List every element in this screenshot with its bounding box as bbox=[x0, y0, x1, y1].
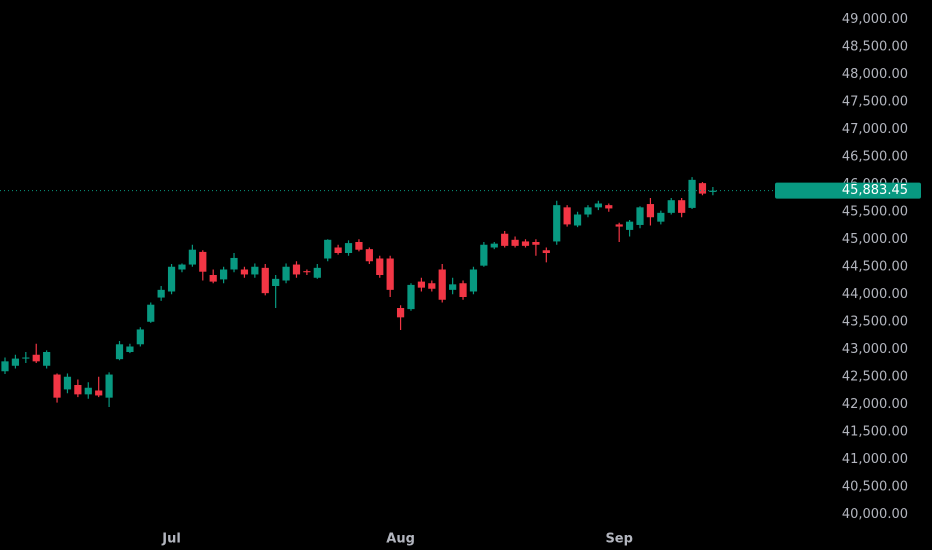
y-tick-label: 41,500.00 bbox=[842, 424, 908, 439]
candle-body bbox=[449, 284, 457, 290]
candle-body bbox=[428, 283, 436, 289]
candle-body bbox=[573, 214, 582, 226]
candle-body bbox=[480, 244, 488, 266]
y-tick-label: 45,500.00 bbox=[842, 204, 908, 219]
y-tick-label: 40,000.00 bbox=[842, 507, 908, 522]
x-tick-label: Jul bbox=[161, 532, 181, 547]
last-price-label: 45,883.45 bbox=[842, 183, 908, 198]
candle-body bbox=[636, 207, 644, 225]
candle-body bbox=[396, 308, 405, 318]
candle-body bbox=[355, 242, 363, 250]
y-tick-label: 43,000.00 bbox=[842, 342, 908, 357]
candle-body bbox=[365, 249, 373, 262]
candle-body bbox=[521, 241, 530, 246]
candle-body bbox=[542, 250, 550, 253]
y-tick-label: 46,500.00 bbox=[842, 149, 908, 164]
y-tick-label: 43,500.00 bbox=[842, 314, 908, 329]
candle-body bbox=[84, 387, 92, 395]
y-tick-label: 44,500.00 bbox=[842, 259, 908, 274]
candle-body bbox=[594, 203, 602, 208]
candle-body bbox=[22, 357, 30, 359]
y-tick-label: 47,500.00 bbox=[842, 94, 908, 109]
candle-body bbox=[63, 376, 72, 390]
candle-body bbox=[698, 183, 707, 194]
candle-body bbox=[344, 243, 353, 253]
candle-body bbox=[313, 267, 321, 278]
candle-body bbox=[261, 267, 269, 294]
candle-body bbox=[272, 278, 280, 286]
candle-body bbox=[240, 269, 249, 275]
candle-body bbox=[292, 264, 301, 275]
candle-body bbox=[605, 205, 613, 209]
y-tick-label: 44,000.00 bbox=[842, 287, 908, 302]
x-tick-label: Sep bbox=[605, 532, 633, 547]
candle-body bbox=[657, 212, 665, 222]
candle-body bbox=[178, 264, 186, 270]
candle-body bbox=[584, 207, 592, 215]
candle-body bbox=[532, 242, 540, 245]
x-tick-label: Aug bbox=[386, 532, 415, 547]
last-price-box bbox=[775, 182, 921, 199]
candle-body bbox=[667, 200, 675, 213]
candle-body bbox=[209, 275, 217, 282]
candle-body bbox=[626, 221, 634, 230]
candle-body bbox=[688, 179, 696, 208]
candle-body bbox=[563, 207, 571, 225]
candle-body bbox=[407, 284, 415, 310]
y-tick-label: 48,000.00 bbox=[842, 67, 908, 82]
candle-body bbox=[303, 271, 311, 273]
candle-body bbox=[709, 190, 717, 192]
candle-body bbox=[126, 346, 134, 352]
candle-body bbox=[53, 374, 61, 398]
candle-body bbox=[11, 358, 20, 366]
candle-body bbox=[490, 243, 498, 248]
candle-body bbox=[438, 269, 446, 300]
y-tick-label: 42,500.00 bbox=[842, 369, 908, 384]
candle-body bbox=[251, 266, 259, 275]
candle-body bbox=[74, 385, 82, 395]
candle-body bbox=[230, 257, 238, 270]
candle-body bbox=[199, 251, 207, 272]
y-tick-label: 47,000.00 bbox=[842, 122, 908, 137]
candle-body bbox=[376, 258, 384, 275]
y-tick-label: 41,000.00 bbox=[842, 452, 908, 467]
candle-body bbox=[32, 354, 40, 362]
candle-body bbox=[417, 281, 425, 288]
candle-body bbox=[95, 390, 103, 396]
candle-body bbox=[167, 266, 176, 292]
candle-body bbox=[386, 258, 394, 290]
candle-body bbox=[615, 224, 623, 227]
candle-body bbox=[678, 200, 686, 213]
candle-body bbox=[105, 374, 113, 398]
y-tick-label: 48,500.00 bbox=[842, 39, 908, 54]
candle-body bbox=[459, 283, 467, 297]
candle-body bbox=[43, 352, 51, 366]
candle-body bbox=[136, 329, 144, 345]
candle-body bbox=[220, 269, 228, 280]
candle-body bbox=[501, 233, 509, 246]
candle-body bbox=[1, 361, 9, 372]
candle-body bbox=[334, 247, 342, 253]
candle-body bbox=[188, 249, 196, 265]
candle-body bbox=[324, 239, 332, 259]
y-tick-label: 45,000.00 bbox=[842, 232, 908, 247]
candle-body bbox=[157, 289, 165, 298]
candle-body bbox=[646, 204, 655, 218]
y-tick-label: 49,000.00 bbox=[842, 12, 908, 27]
candle-body bbox=[147, 304, 155, 322]
candle-body bbox=[469, 269, 478, 292]
candle-body bbox=[553, 205, 561, 242]
candle-body bbox=[115, 344, 124, 360]
y-tick-label: 40,500.00 bbox=[842, 479, 908, 494]
y-tick-label: 42,000.00 bbox=[842, 397, 908, 412]
candle-body bbox=[282, 266, 290, 281]
candle-body bbox=[511, 239, 519, 246]
